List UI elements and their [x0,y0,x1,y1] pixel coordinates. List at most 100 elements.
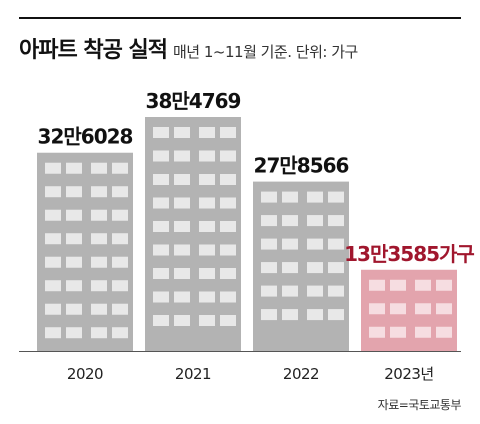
bar-window [390,279,406,291]
bar-window [91,209,107,221]
bar-window [174,315,190,326]
bar-window [174,244,190,256]
bar-window [369,326,385,338]
bar-window [199,244,215,256]
bar-window [390,326,406,338]
bar-window [220,127,236,138]
bar-window [153,244,169,256]
bar-window [328,309,344,321]
bar-window [45,162,61,174]
bar-window [174,174,190,185]
bar-window [66,303,82,315]
bar-window [91,280,107,292]
data-label-2023년: 13만3585가구 [344,242,474,266]
x-tick-label: 2022 [283,365,319,383]
chart-title: 아파트 착공 실적 [19,38,168,63]
bar-window [220,150,236,162]
bar-window [199,174,215,185]
bar-window [282,191,298,203]
bar-window [112,186,128,198]
bar-window [261,262,277,274]
bar-window [45,256,61,268]
bar-window [153,127,169,138]
bar-window [199,315,215,326]
bar-window [66,256,82,268]
bar-window [66,327,82,339]
bar-window [220,174,236,185]
bar-window [282,309,298,321]
bar-window [199,291,215,303]
bar-window [220,268,236,279]
x-tick-label: 2021 [175,365,211,383]
top-rule [19,17,461,19]
data-label-2020: 32만6028 [38,125,133,149]
source-note: 자료=국토교통부 [377,398,462,412]
bar-window [112,280,128,292]
bar-window [153,291,169,303]
bar-window [45,280,61,292]
x-tick-label: 2023년 [384,365,433,383]
bar-window [328,285,344,297]
bar-window [153,221,169,232]
bar-window [261,238,277,250]
bar-window [199,268,215,279]
data-label-2022: 27만8566 [254,154,349,178]
bar-window [199,127,215,138]
bar-window [91,162,107,174]
bar-window [174,221,190,232]
bar-window [307,309,323,321]
bar-window [199,150,215,162]
bar-window [390,303,406,315]
bar-window [91,186,107,198]
bar-window [91,233,107,245]
bar-window [45,186,61,198]
bar-window [153,315,169,326]
bar-window [174,150,190,162]
bar-window [369,303,385,315]
bar-window [66,209,82,221]
bar-window [282,238,298,250]
bar-window [261,309,277,321]
bar-window [307,285,323,297]
bar-window [153,268,169,279]
bar-window [436,326,452,338]
bar-window [174,197,190,209]
bar-window [220,291,236,303]
bar-window [91,256,107,268]
bar-window [307,262,323,274]
bar-window [112,327,128,339]
bar-window [45,209,61,221]
bar-window [112,209,128,221]
bar-window [282,285,298,297]
bar-window [261,191,277,203]
x-tick-label: 2020 [67,365,103,383]
bar-window [328,238,344,250]
bar-window [45,233,61,245]
data-label-2021: 38만4769 [146,89,241,113]
bar-window [112,303,128,315]
bar-window [369,279,385,291]
bar-window [174,268,190,279]
bar-window [261,285,277,297]
bar-window [220,244,236,256]
bar-window [153,174,169,185]
bar-window [153,150,169,162]
title-row: 아파트 착공 실적 매년 1~11월 기준. 단위: 가구 [19,32,358,64]
bar-window [328,215,344,227]
bar-window [45,327,61,339]
chart-subtitle: 매년 1~11월 기준. 단위: 가구 [173,43,358,61]
bar-window [66,162,82,174]
bar-window [45,303,61,315]
bar-window [91,303,107,315]
bar-window [199,221,215,232]
bar-window [261,215,277,227]
bar-window [112,233,128,245]
bar-window [174,127,190,138]
bar-window [91,327,107,339]
bar-window [328,262,344,274]
bar-window [415,303,431,315]
bar-window [112,162,128,174]
bar-window [220,221,236,232]
bar-window [415,326,431,338]
